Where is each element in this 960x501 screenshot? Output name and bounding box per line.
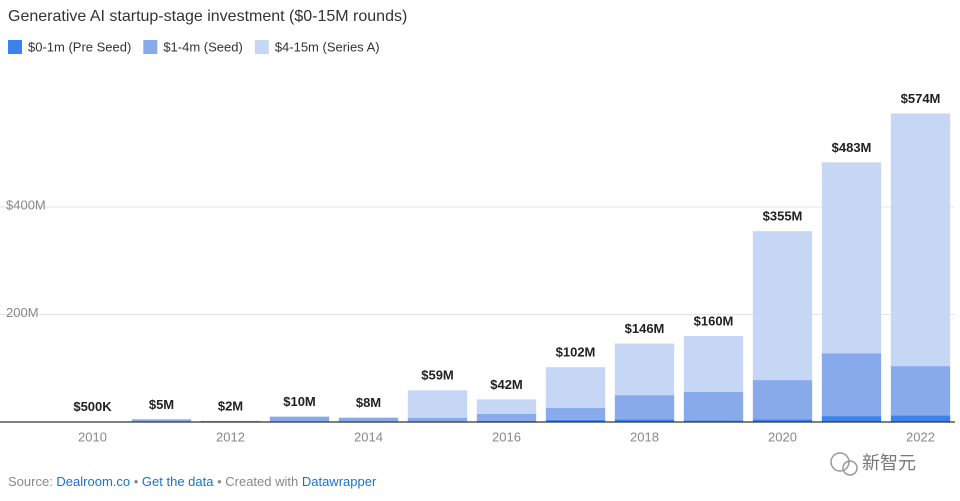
bar-segment: [752, 419, 813, 422]
bar-segment: [821, 162, 882, 354]
legend-label: $0-1m (Pre Seed): [28, 39, 131, 54]
bar-segment: [821, 353, 882, 417]
total-label: $102M: [556, 345, 596, 360]
footer-sep: •: [130, 474, 142, 489]
total-label: $355M: [763, 209, 803, 224]
total-label: $483M: [832, 140, 872, 155]
chart-title: Generative AI startup-stage investment (…: [8, 8, 407, 25]
bar-segment: [407, 390, 468, 418]
total-label: $160M: [694, 313, 734, 328]
x-tick-label: 2014: [354, 429, 383, 444]
bar-segment: [545, 367, 606, 409]
bar-segment: [476, 413, 537, 421]
watermark: 新智元: [862, 453, 916, 473]
bar-segment: [545, 408, 606, 420]
total-label: $8M: [356, 395, 381, 410]
legend-label: $4-15m (Series A): [275, 39, 380, 54]
bar-segment: [614, 343, 675, 396]
bar-segment: [200, 420, 261, 422]
legend-label: $1-4m (Seed): [163, 39, 242, 54]
bar-segment: [890, 415, 951, 422]
x-tick-label: 2016: [492, 429, 521, 444]
bar-segment: [683, 420, 744, 422]
x-tick-label: 2022: [906, 429, 935, 444]
bar-segment: [890, 366, 951, 416]
bar-segment: [614, 419, 675, 422]
bar-segment: [614, 395, 675, 420]
bar-segment: [821, 416, 882, 422]
bar-segment: [407, 417, 468, 422]
total-label: $10M: [283, 394, 316, 409]
source-link[interactable]: Dealroom.co: [56, 474, 130, 489]
x-tick-label: 2020: [768, 429, 797, 444]
bar-segment: [683, 336, 744, 392]
legend-swatch: [143, 40, 158, 54]
tool-link[interactable]: Datawrapper: [302, 474, 377, 489]
x-tick-label: 2018: [630, 429, 659, 444]
total-label: $59M: [421, 368, 454, 383]
bar-segment: [683, 391, 744, 421]
watermark-icon: [830, 452, 858, 476]
total-label: $5M: [149, 397, 174, 412]
bar-segment: [752, 231, 813, 381]
bar-segment: [338, 417, 399, 422]
total-label: $42M: [490, 377, 523, 392]
bar-segment: [131, 419, 192, 422]
legend-swatch: [254, 40, 269, 54]
x-tick-label: 2010: [78, 429, 107, 444]
total-label: $2M: [218, 398, 243, 413]
bar-segment: [752, 380, 813, 420]
bar-segment: [476, 399, 537, 414]
bar-segment: [269, 416, 330, 422]
x-tick-label: 2012: [216, 429, 245, 444]
y-tick-label: $400M: [6, 197, 46, 212]
data-link[interactable]: Get the data: [142, 474, 214, 489]
footer-source: Source:: [8, 474, 56, 489]
total-label: $574M: [901, 91, 941, 106]
bar-segment: [545, 419, 606, 422]
total-label: $500K: [73, 399, 112, 414]
legend-swatch: [8, 40, 22, 54]
bar-segment: [890, 113, 951, 367]
y-tick-label: 200M: [6, 305, 39, 320]
footer: Source: Dealroom.co • Get the data • Cre…: [8, 474, 377, 489]
footer-created: • Created with: [213, 474, 301, 489]
total-label: $146M: [625, 321, 665, 336]
